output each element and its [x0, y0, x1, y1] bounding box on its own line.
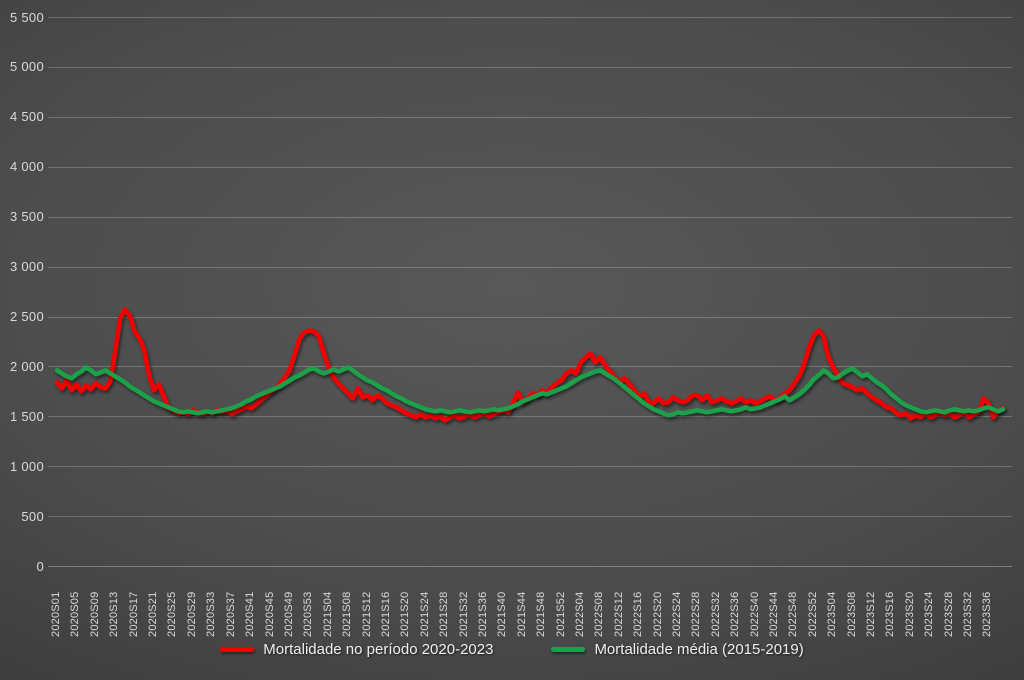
y-axis-tick-label: 2 500: [9, 309, 44, 324]
gridline: [48, 316, 1012, 318]
y-axis-tick-label: 0: [36, 558, 44, 574]
y-axis-tick-label: 1 500: [9, 408, 44, 424]
y-axis-tick-label: 500: [21, 508, 44, 524]
gridline: [48, 216, 1012, 218]
series-line-mortality-period-2020-2023: [54, 307, 1006, 423]
legend-swatch-red: [220, 647, 255, 652]
legend-label-average-2015-2019: Mortalidade média (2015-2019): [594, 641, 804, 658]
y-axis-tick-label: 3 000: [9, 259, 44, 274]
gridline: [48, 566, 1012, 567]
legend-item-average-2015-2019: Mortalidade média (2015-2019): [551, 641, 804, 658]
legend: Mortalidade no período 2020-2023 Mortali…: [0, 641, 1024, 658]
y-axis-tick-label: 5 500: [9, 9, 44, 25]
y-axis-tick-label: 1 000: [9, 458, 44, 474]
y-axis-tick-label: 3 500: [9, 209, 44, 225]
gridline: [48, 366, 1012, 368]
series-line-average-mortality-2015-2019: [54, 365, 1006, 418]
gridline: [48, 17, 1012, 18]
gridline: [48, 516, 1012, 518]
y-axis-tick-label: 4 000: [9, 159, 44, 175]
legend-swatch-green: [551, 647, 586, 652]
gridline: [48, 416, 1012, 418]
gridline: [48, 266, 1012, 268]
gridline: [48, 66, 1012, 68]
legend-label-period-2020-2023: Mortalidade no período 2020-2023: [263, 641, 494, 658]
y-axis-tick-label: 5 000: [9, 59, 44, 75]
y-axis-tick-label: 2 000: [9, 358, 44, 374]
legend-item-period-2020-2023: Mortalidade no período 2020-2023: [220, 641, 493, 658]
gridline: [48, 466, 1012, 468]
gridline: [48, 116, 1012, 118]
gridline: [48, 166, 1012, 168]
y-axis-tick-label: 4 500: [9, 109, 44, 125]
